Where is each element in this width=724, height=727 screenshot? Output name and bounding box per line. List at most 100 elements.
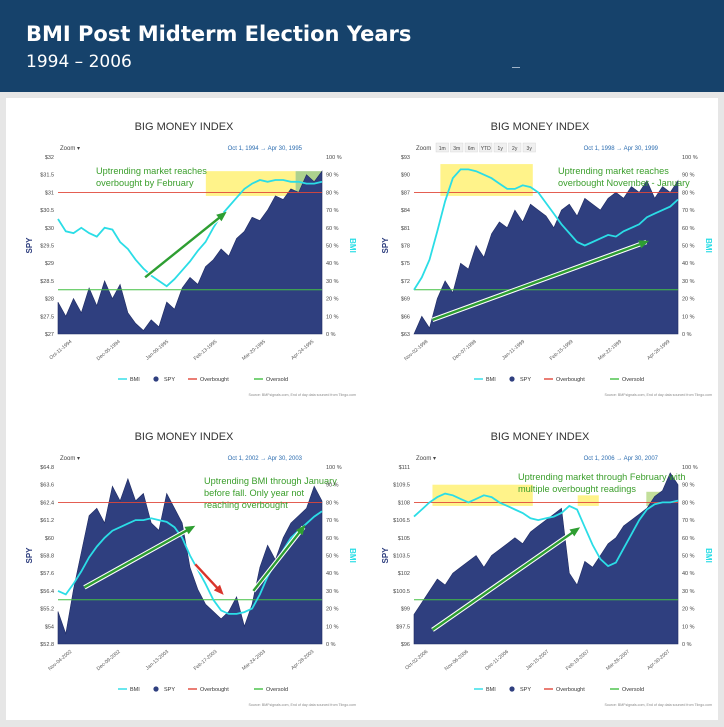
y2-tick-label: 30 % <box>326 279 339 285</box>
annotation-text: overbought by February <box>96 178 194 188</box>
y2-tick-label: 60 % <box>326 226 339 232</box>
y-tick-label: $111 <box>399 465 410 471</box>
source-note: Source: BMFsignals.com, End of day data … <box>605 703 712 707</box>
y2-tick-label: 50 % <box>682 554 695 560</box>
x-tick-label: Feb-17-2003 <box>193 649 219 672</box>
x-tick-label: Apr-28-2003 <box>290 649 315 672</box>
y2-axis-title: BMI <box>704 238 713 253</box>
y2-tick-label: 40 % <box>682 261 695 267</box>
y2-tick-label: 100 % <box>682 155 698 161</box>
x-tick-label: Mar-22-1999 <box>597 339 623 362</box>
x-tick-label: Nov-04-2002 <box>47 649 73 672</box>
date-range: Oct 1, 1998 → Apr 30, 1999 <box>584 146 659 152</box>
legend-label: Overbought <box>556 377 585 383</box>
y2-tick-label: 0 % <box>682 642 692 648</box>
legend-label: SPY <box>520 377 531 383</box>
y-tick-label: $109.5 <box>393 483 410 489</box>
y-tick-label: $27.5 <box>40 314 54 320</box>
y2-tick-label: 70 % <box>682 518 695 524</box>
y2-tick-label: 50 % <box>326 554 339 560</box>
trend-arrow <box>431 527 579 631</box>
x-tick-label: Apr-24-1995 <box>290 339 315 362</box>
y-tick-label: $72 <box>401 279 410 285</box>
legend-marker <box>153 686 159 692</box>
y-tick-label: $75 <box>401 261 410 267</box>
y-tick-label: $30.5 <box>40 208 54 214</box>
chart-title: BIG MONEY INDEX <box>491 121 590 133</box>
range-button <box>508 142 522 153</box>
x-tick-label: Jan-13-2003 <box>145 649 171 672</box>
legend-label: Oversold <box>266 687 288 693</box>
page-header: BMI Post Midterm Election Years 1994 – 2… <box>0 0 724 92</box>
range-button-label: 3m <box>453 146 460 152</box>
legend-label: Overbought <box>556 687 585 693</box>
y-tick-label: $81 <box>401 226 410 232</box>
y-axis-title: SPY <box>381 547 390 564</box>
y2-axis-title: BMI <box>348 238 357 253</box>
x-tick-label: Nov-06-2006 <box>444 649 470 672</box>
legend-marker <box>153 376 159 382</box>
x-tick-label: Apr-26-1999 <box>646 339 671 362</box>
y-tick-label: $106.5 <box>393 518 410 524</box>
y2-tick-label: 50 % <box>326 244 339 250</box>
trend-arrow <box>252 526 305 592</box>
y2-tick-label: 40 % <box>682 571 695 577</box>
y-tick-label: $31 <box>45 190 54 196</box>
y2-tick-label: 0 % <box>682 332 692 338</box>
y2-tick-label: 20 % <box>682 297 695 303</box>
annotation-text: Uptrending market reaches <box>96 166 207 176</box>
bmi-chart-1994: BIG MONEY INDEX Zoom ▾ Oct 1, 1994 → Apr 3… <box>25 121 357 397</box>
y-tick-label: $69 <box>401 297 410 303</box>
range-button <box>464 142 478 153</box>
y-tick-label: $63.6 <box>40 483 54 489</box>
legend-marker <box>509 376 515 382</box>
zoom-label: Zoom ▾ <box>60 146 80 152</box>
y-tick-label: $64.8 <box>40 465 54 471</box>
chart-title: BIG MONEY INDEX <box>135 431 234 443</box>
date-range: Oct 1, 2006 → Apr 30, 2007 <box>584 456 659 462</box>
x-tick-label: Oct-11-1994 <box>48 339 73 361</box>
y2-tick-label: 10 % <box>682 314 695 320</box>
range-button-label: YTD <box>481 146 491 152</box>
legend-marker <box>509 686 515 692</box>
annotation-text: overbought November - January <box>558 178 690 188</box>
y2-tick-label: 30 % <box>682 279 695 285</box>
x-tick-label: Dec-09-2002 <box>96 649 122 672</box>
y2-tick-label: 10 % <box>682 624 695 630</box>
legend-label: BMI <box>130 377 140 383</box>
zoom-label: Zoom ▾ <box>60 456 80 462</box>
y2-tick-label: 100 % <box>682 465 698 471</box>
range-button-label: 1m <box>439 146 446 152</box>
bmi-line-series <box>413 168 679 291</box>
y-tick-label: $93 <box>401 155 410 161</box>
legend-label: BMI <box>486 687 496 693</box>
x-tick-label: Dec-11-2006 <box>484 649 510 672</box>
x-tick-label: Feb-13-1995 <box>193 339 219 362</box>
legend-label: BMI <box>130 687 140 693</box>
y2-tick-label: 90 % <box>326 483 339 489</box>
x-tick-label: Dec-05-1994 <box>96 339 122 362</box>
spy-area-series <box>57 170 323 335</box>
annotation-text: reaching overbought <box>204 500 288 510</box>
trend-arrow <box>432 240 647 321</box>
y2-tick-label: 90 % <box>682 483 695 489</box>
zoom-label: Zoom ▾ <box>416 456 436 462</box>
y2-tick-label: 90 % <box>682 173 695 179</box>
x-tick-label: Feb-15-1999 <box>549 339 575 362</box>
y-tick-label: $28 <box>45 297 54 303</box>
x-tick-label: Nov-02-1998 <box>403 339 429 362</box>
y-tick-label: $31.5 <box>40 173 54 179</box>
y-tick-label: $56.4 <box>40 589 54 595</box>
y2-axis-title: BMI <box>348 548 357 563</box>
y-tick-label: $58.8 <box>40 554 54 560</box>
trend-arrow-head <box>295 524 306 536</box>
y-tick-label: $84 <box>401 208 410 214</box>
y2-tick-label: 0 % <box>326 332 336 338</box>
y2-tick-label: 80 % <box>326 500 339 506</box>
y2-tick-label: 0 % <box>326 642 336 648</box>
legend-label: Overbought <box>200 687 229 693</box>
bmi-line-series <box>57 179 323 288</box>
spy-area-series <box>413 179 679 335</box>
date-range: Oct 1, 1994 → Apr 30, 1995 <box>228 146 303 152</box>
y-tick-label: $78 <box>401 244 410 250</box>
